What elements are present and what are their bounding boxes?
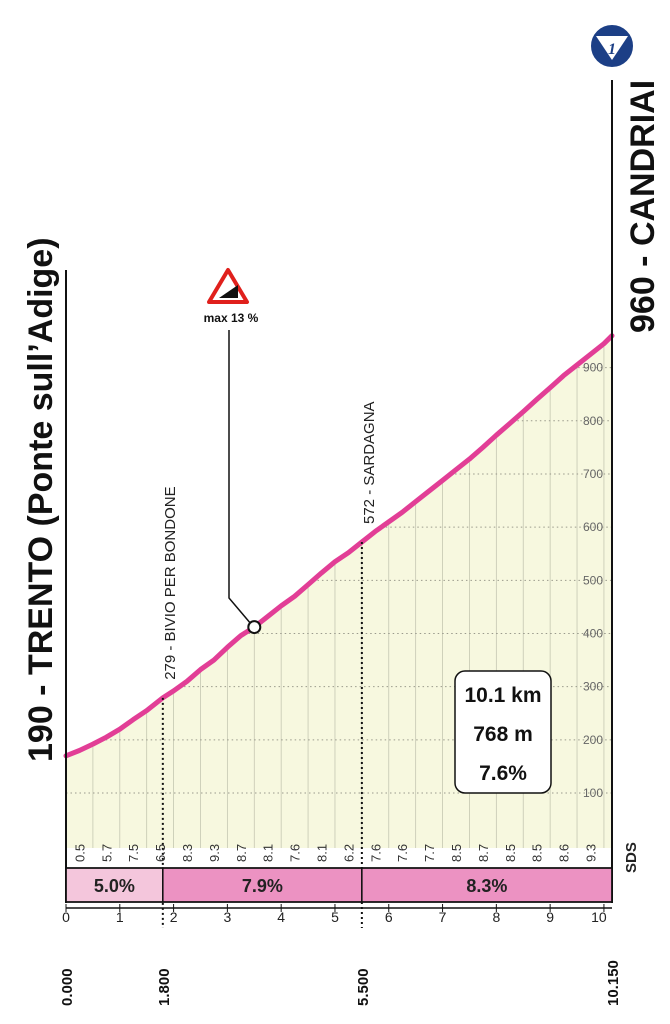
gradient-value: 7.6 (288, 844, 303, 862)
gradient-value: 8.1 (261, 844, 276, 862)
km-tick-label: 4 (277, 909, 285, 925)
elevation-tick-label: 800 (583, 414, 603, 428)
max-gradient-marker: max 13 % (204, 268, 262, 635)
gradient-segment-bar: 5.0% 7.9% 8.3% (65, 867, 613, 903)
gradient-value: 6.5 (153, 844, 168, 862)
km-tick-labels: 0 1 2 3 4 5 6 7 8 9 10 (62, 904, 607, 925)
elevation-tick-label: 300 (583, 680, 603, 694)
gradient-value: 5.7 (99, 844, 114, 862)
gradient-value: 9.3 (584, 844, 599, 862)
elevation-tick-label: 100 (583, 786, 603, 800)
summary-box-frame (454, 670, 552, 794)
gradient-value: 8.7 (476, 844, 491, 862)
gradient-value: 8.6 (557, 844, 572, 862)
elevation-tick-label: 600 (583, 520, 603, 534)
km-tick-label: 6 (385, 909, 393, 925)
km-tick-label: 7 (439, 909, 447, 925)
km-tick-label: 0 (62, 909, 70, 925)
gradient-value: 0.5 (72, 844, 87, 862)
elevation-tick-label: 400 (583, 626, 603, 640)
elevation-tick-labels: 100 200 300 400 500 600 700 800 900 (583, 361, 603, 800)
gradient-segment-label: 7.9% (242, 876, 283, 896)
summary-average: 7.6% (479, 762, 527, 785)
category-badge: 1 (589, 23, 635, 69)
km-tick-label: 1 (116, 909, 124, 925)
gradient-value: 9.3 (207, 844, 222, 862)
gradient-value: 8.7 (234, 844, 249, 862)
km-tick-label: 8 (492, 909, 500, 925)
gradient-value: 8.5 (530, 844, 545, 862)
waypoints: 279 - BIVIO PER BONDONE 572 - SARDAGNA (162, 401, 378, 928)
gradient-value: 8.3 (180, 844, 195, 862)
gradient-value: 7.6 (395, 844, 410, 862)
segment-bar-outline (65, 867, 613, 903)
elevation-tick-label: 200 (583, 733, 603, 747)
category-number: 1 (608, 41, 616, 58)
max-gradient-point (247, 620, 262, 635)
gradient-value: 8.5 (503, 844, 518, 862)
gradient-segment-label: 5.0% (94, 876, 135, 896)
profile-line (63, 333, 615, 759)
waypoint-label: 572 - SARDAGNA (361, 401, 378, 524)
gradient-segment-label: 8.3% (466, 876, 507, 896)
km-tick-label: 10 (591, 909, 607, 925)
gradient-values: 0.5 5.7 7.5 6.5 8.3 9.3 8.7 8.1 7.6 8.1 6.2 7.6 7.6 7… (72, 844, 598, 862)
distance-label: 10.150 (605, 960, 622, 1006)
steep-gradient-slope-icon (219, 285, 238, 298)
distance-label: 5.500 (355, 968, 372, 1006)
distance-label: 0.000 (59, 968, 76, 1006)
km-tick-label: 2 (170, 909, 178, 925)
km-tick-label: 3 (223, 909, 231, 925)
distance-label: 1.800 (156, 968, 173, 1006)
summary-gain: 768 m (473, 723, 533, 746)
gradient-segment (162, 867, 363, 903)
gradient-value: 8.5 (449, 844, 464, 862)
max-gradient-label: max 13 % (204, 311, 259, 325)
km-gridlines-overlay (92, 346, 605, 848)
gradient-value: 8.1 (315, 844, 330, 862)
distance-labels: 0.000 1.800 5.500 10.150 (59, 960, 622, 1006)
climb-summary-box: 10.1 km 768 m 7.6% (454, 670, 552, 794)
gradient-value: 7.6 (368, 844, 383, 862)
max-gradient-leader (228, 330, 251, 624)
gradient-segment (361, 867, 613, 903)
gradient-value: 6.2 (341, 844, 356, 862)
gradient-value: 7.5 (126, 844, 141, 862)
waypoint-label: 279 - BIVIO PER BONDONE (162, 486, 179, 679)
elevation-tick-label: 500 (583, 573, 603, 587)
km-tick-label: 9 (546, 909, 554, 925)
badge-triangle-icon (596, 36, 628, 60)
km-tick-label: 5 (331, 909, 339, 925)
summary-length: 10.1 km (464, 684, 541, 707)
sds-logo: SDS (623, 842, 640, 873)
gradient-value: 7.7 (422, 844, 437, 862)
finish-label: 960 - CANDRIAI (624, 80, 662, 333)
start-label: 190 - TRENTO (Ponte sull’Adige) (22, 237, 60, 762)
elevation-tick-label: 700 (583, 467, 603, 481)
elevation-tick-label: 900 (583, 361, 603, 375)
